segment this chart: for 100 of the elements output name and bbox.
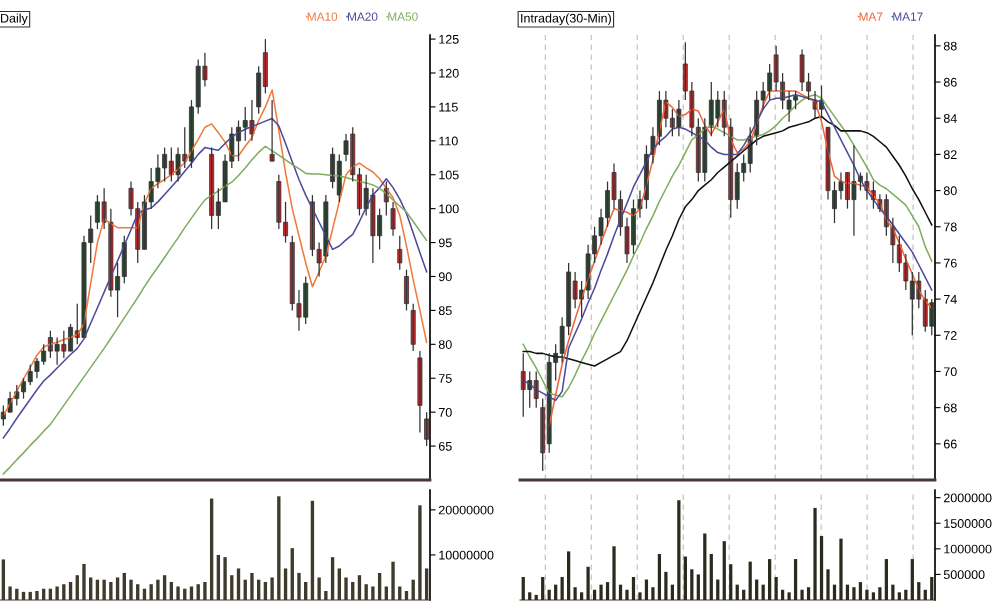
bar [1, 559, 6, 600]
bar [826, 569, 830, 600]
bar [82, 563, 86, 600]
bar [250, 572, 254, 600]
bar [664, 571, 668, 600]
y-tick-label: 88 [943, 41, 957, 51]
bar [398, 586, 402, 600]
bar [89, 577, 93, 600]
bar [330, 557, 335, 600]
y-tick-label: 20000000 [438, 505, 494, 515]
bar [845, 584, 850, 600]
bar [521, 576, 525, 600]
bar [612, 546, 616, 600]
y-tick-label: 76 [943, 258, 957, 268]
bar [592, 589, 597, 600]
bar [761, 584, 765, 600]
chart-title: Daily [1, 13, 28, 26]
bar [709, 553, 713, 600]
bar [344, 577, 348, 600]
bar [781, 589, 785, 600]
bar [62, 584, 66, 600]
bar [677, 500, 681, 600]
bar [605, 582, 610, 600]
bar [528, 592, 532, 600]
bar [683, 556, 687, 600]
y-tick-label: 125 [439, 34, 459, 44]
bar [364, 584, 368, 600]
candlestick [269, 99, 275, 162]
bar [716, 579, 720, 600]
y-tick-label: 65 [438, 441, 452, 451]
bar [878, 587, 882, 600]
bar [800, 589, 804, 600]
bar [109, 581, 113, 600]
y-tick-label: 1000000 [944, 544, 992, 554]
bar [755, 579, 759, 600]
bar [8, 586, 12, 600]
y-tick-label: 80 [943, 186, 957, 196]
legend-label: MA10 [307, 12, 338, 21]
bar [651, 587, 655, 600]
bar [196, 584, 200, 600]
y-tick-label: 70 [943, 367, 957, 377]
bar [858, 582, 863, 600]
bar [748, 561, 752, 600]
y-tick-label: 110 [439, 136, 458, 146]
bar [324, 590, 328, 600]
bar [768, 559, 772, 600]
bar [189, 586, 194, 600]
line-series [522, 115, 933, 367]
y-tick-label: 115 [439, 102, 458, 112]
bar [599, 584, 603, 600]
y-tick-label: 1500000 [944, 519, 992, 528]
bar [297, 572, 301, 600]
bar [547, 589, 551, 600]
bar [891, 584, 895, 600]
y-tick-label: 90 [438, 272, 452, 282]
bar [567, 551, 571, 600]
legend-label: MA7 [859, 12, 883, 21]
bar [357, 575, 362, 600]
bar [787, 592, 791, 600]
bar [897, 592, 901, 600]
bar [35, 590, 39, 600]
bar [162, 575, 167, 600]
bar [806, 587, 811, 600]
bar [839, 538, 843, 600]
bar [871, 592, 876, 600]
bar [75, 575, 79, 600]
bar [55, 586, 59, 600]
bar [917, 582, 921, 600]
y-tick-label: 84 [943, 114, 957, 123]
bar [337, 568, 341, 600]
y-tick-label: 85 [438, 306, 452, 316]
bar [277, 496, 281, 600]
bar [690, 569, 694, 600]
bar [819, 536, 824, 600]
y-tick-label: 2000000 [943, 493, 992, 503]
y-tick-label: 66 [943, 439, 957, 449]
bar [884, 559, 888, 600]
bar [774, 576, 778, 600]
y-tick-label: 68 [943, 403, 957, 413]
bar [554, 584, 558, 600]
y-tick-label: 74 [943, 295, 957, 304]
bar [115, 577, 120, 600]
bar [290, 548, 294, 600]
bar [657, 553, 662, 600]
bar [391, 561, 395, 600]
bar [424, 568, 429, 600]
y-tick-label: 70 [438, 407, 452, 417]
bar [618, 584, 623, 600]
bar [852, 587, 856, 600]
bar [404, 590, 409, 600]
bar [149, 584, 153, 600]
y-tick-label: 100 [439, 204, 459, 214]
bar [910, 559, 914, 600]
bar [384, 586, 389, 600]
bar [729, 564, 733, 600]
bar [735, 584, 739, 600]
y-tick-label: 105 [439, 170, 459, 180]
y-tick-label: 72 [943, 331, 957, 340]
bar [923, 589, 927, 600]
bar [696, 574, 700, 600]
